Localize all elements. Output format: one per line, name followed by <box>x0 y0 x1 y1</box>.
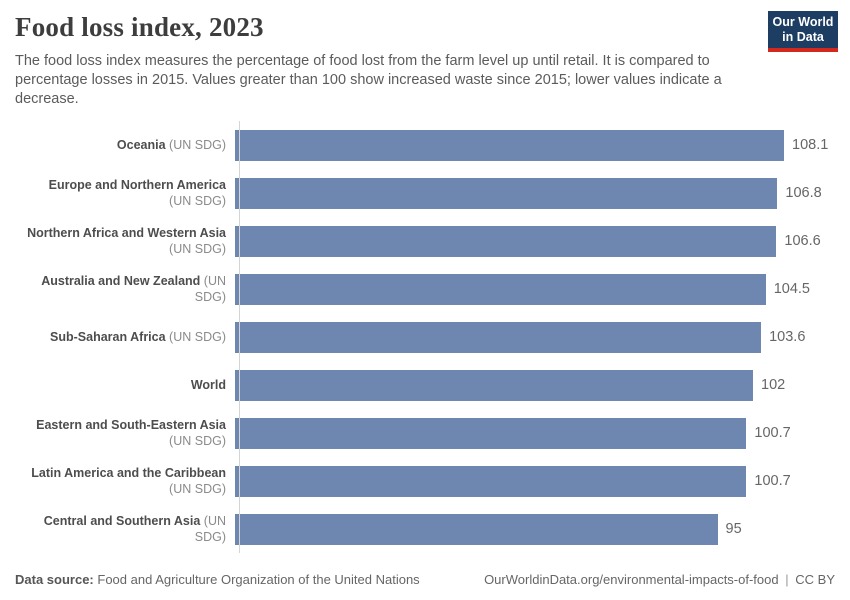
license-label: CC BY <box>795 572 835 587</box>
category-label: Central and Southern Asia (UN SDG) <box>15 513 233 545</box>
bar-track: 106.6 <box>233 225 835 257</box>
owid-url-link[interactable]: OurWorldinData.org/environmental-impacts… <box>484 572 779 587</box>
bar-track: 104.5 <box>233 273 835 305</box>
bar-track: 102 <box>233 369 835 401</box>
bar-track: 106.8 <box>233 177 835 209</box>
category-name: Eastern and South-Eastern Asia <box>36 418 226 432</box>
bar-track: 95 <box>233 513 835 545</box>
category-name: Northern Africa and Western Asia <box>27 226 226 240</box>
category-name: Sub-Saharan Africa <box>50 330 166 344</box>
value-label: 106.8 <box>785 185 822 201</box>
bar-track: 100.7 <box>233 417 835 449</box>
category-suffix: (UN SDG) <box>169 194 226 208</box>
bar[interactable] <box>235 177 778 209</box>
category-label: Sub-Saharan Africa (UN SDG) <box>15 329 233 345</box>
category-label: Eastern and South-Eastern Asia (UN SDG) <box>15 417 233 449</box>
y-axis-line <box>239 121 240 553</box>
bar-track: 103.6 <box>233 321 835 353</box>
value-label: 100.7 <box>754 425 791 441</box>
category-suffix: (UN SDG) <box>169 242 226 256</box>
chart-row: Northern Africa and Western Asia (UN SDG… <box>15 217 835 265</box>
owid-logo-line1: Our World <box>772 15 834 29</box>
value-label: 95 <box>725 521 742 537</box>
value-label: 108.1 <box>792 137 829 153</box>
data-source-note: Data source: Food and Agriculture Organi… <box>15 572 420 587</box>
bar-track: 100.7 <box>233 465 835 497</box>
chart-row: World 102 <box>15 361 835 409</box>
value-label: 102 <box>761 377 786 393</box>
category-label: World <box>15 377 233 393</box>
value-label: 100.7 <box>754 473 791 489</box>
data-source-label: Data source: <box>15 572 94 587</box>
category-label: Latin America and the Caribbean (UN SDG) <box>15 465 233 497</box>
category-name: Europe and Northern America <box>48 178 226 192</box>
chart-subtitle: The food loss index measures the percent… <box>15 53 722 107</box>
category-label: Europe and Northern America (UN SDG) <box>15 177 233 209</box>
chart-row: Sub-Saharan Africa (UN SDG) 103.6 <box>15 313 835 361</box>
category-suffix: (UN SDG) <box>169 138 226 152</box>
page-title: Food loss index, 2023 <box>15 12 264 42</box>
category-name: Latin America and the Caribbean <box>31 466 226 480</box>
value-label: 104.5 <box>773 281 810 297</box>
bar[interactable] <box>235 321 762 353</box>
bar[interactable] <box>235 225 777 257</box>
chart-row: Eastern and South-Eastern Asia (UN SDG) … <box>15 409 835 457</box>
chart-row: Oceania (UN SDG) 108.1 <box>15 121 835 169</box>
category-suffix: (UN SDG) <box>194 274 226 304</box>
category-name: Central and Southern Asia <box>43 514 201 528</box>
value-label: 103.6 <box>769 329 806 345</box>
chart-row: Central and Southern Asia (UN SDG) 95 <box>15 505 835 553</box>
owid-logo-line2: in Data <box>782 30 824 44</box>
category-suffix: (UN SDG) <box>169 330 226 344</box>
chart-header: Food loss index, 2023 The food loss inde… <box>15 12 835 109</box>
value-label: 106.6 <box>784 233 821 249</box>
owid-logo[interactable]: Our World in Data <box>768 11 838 52</box>
footer-separator: | <box>785 572 789 587</box>
chart-row: Latin America and the Caribbean (UN SDG)… <box>15 457 835 505</box>
category-suffix: (UN SDG) <box>194 514 226 544</box>
category-label: Northern Africa and Western Asia (UN SDG… <box>15 225 233 257</box>
chart-footer: Data source: Food and Agriculture Organi… <box>15 572 835 587</box>
chart-row: Europe and Northern America (UN SDG) 106… <box>15 169 835 217</box>
category-name: Australia and New Zealand <box>41 274 201 288</box>
bar[interactable] <box>235 465 747 497</box>
bar-chart-area: Oceania (UN SDG) 108.1 Europe and Northe… <box>15 121 835 553</box>
category-suffix: (UN SDG) <box>169 434 226 448</box>
bar[interactable] <box>235 417 747 449</box>
category-suffix: (UN SDG) <box>169 482 226 496</box>
bar[interactable] <box>235 273 766 305</box>
chart-row: Australia and New Zealand (UN SDG) 104.5 <box>15 265 835 313</box>
footer-attribution: OurWorldinData.org/environmental-impacts… <box>484 572 835 587</box>
data-source-text: Food and Agriculture Organization of the… <box>97 572 420 587</box>
category-name: Oceania <box>116 138 166 152</box>
category-label: Australia and New Zealand (UN SDG) <box>15 273 233 305</box>
bar-track: 108.1 <box>233 129 835 161</box>
bar[interactable] <box>235 129 784 161</box>
bar[interactable] <box>235 513 718 545</box>
bar[interactable] <box>235 369 753 401</box>
category-name: World <box>190 378 226 392</box>
category-label: Oceania (UN SDG) <box>15 137 233 153</box>
